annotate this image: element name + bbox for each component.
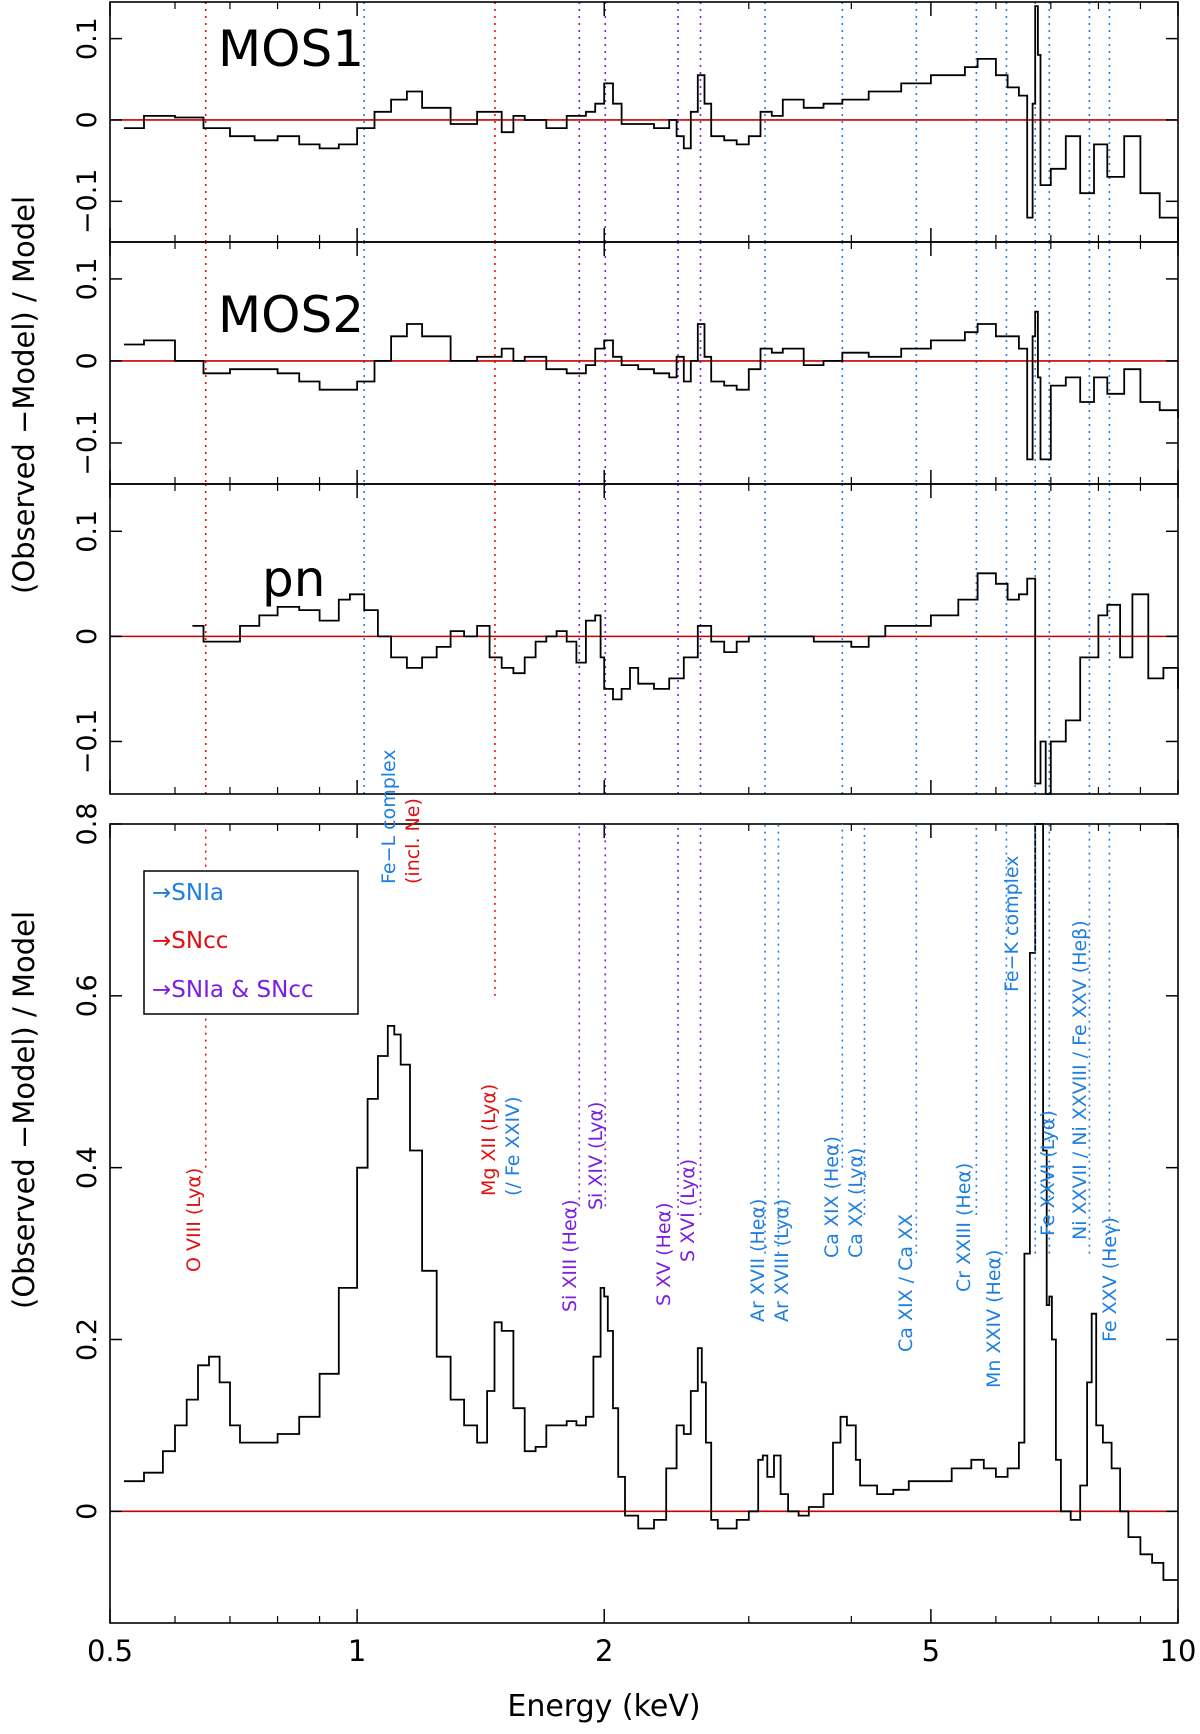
y-tick-label: 0.8 bbox=[72, 803, 103, 846]
y-tick-label: −0.1 bbox=[72, 169, 103, 235]
y-axis-label-bottom: (Observed −Model) / Model bbox=[7, 911, 41, 1309]
line-label: Ar XVIII (Lyα) bbox=[771, 1199, 793, 1322]
line-label: Ca XIX / Ca XX bbox=[895, 1214, 917, 1352]
data-series bbox=[124, 823, 1178, 1581]
line-label: S XV (Heα) bbox=[653, 1203, 675, 1306]
y-tick-label: −0.1 bbox=[72, 709, 103, 775]
y-tick-label: 0.1 bbox=[72, 17, 103, 60]
x-tick-label: 10 bbox=[1160, 1634, 1197, 1668]
line-label: S XVI (Lyα) bbox=[677, 1159, 699, 1262]
y-tick-label: 0.6 bbox=[72, 974, 103, 1017]
line-label: Cr XXIII (Heα) bbox=[953, 1163, 975, 1292]
panel-mos2: 0.1 0 −0.1 bbox=[72, 241, 1179, 485]
line-label: Ca XIX (Heα) bbox=[821, 1136, 843, 1258]
panel-combined: 0.8 0.6 0.4 0.2 0 O VIII (Lyα) Fe−L complex (in… bbox=[72, 749, 1179, 1624]
line-label: Fe XXVI (Lyα) bbox=[1037, 1110, 1059, 1236]
y-tick-label: 0.1 bbox=[72, 510, 103, 553]
y-tick-label: 0 bbox=[72, 628, 103, 645]
x-tick-label: 2 bbox=[595, 1634, 613, 1668]
legend-entry-both: →SNIa & SNcc bbox=[152, 977, 314, 1003]
line-label: Mg XII (Lyα) bbox=[478, 1084, 500, 1196]
panel-pn: 0.1 0 −0.1 bbox=[72, 483, 1179, 795]
x-tick-label: 5 bbox=[922, 1634, 940, 1668]
panel-title-mos2: MOS2 bbox=[218, 286, 364, 344]
legend-entry-snia: →SNIa bbox=[152, 880, 224, 906]
panel-title-pn-text: pn bbox=[262, 550, 325, 608]
line-label: Ni XXVII / Ni XXVIII / Fe XXV (Heβ) bbox=[1069, 920, 1091, 1240]
axes-frame bbox=[109, 483, 1179, 795]
x-tick-label: 0.5 bbox=[87, 1634, 133, 1668]
line-label: Si XIV (Lyα) bbox=[585, 1102, 607, 1210]
panel-title-mos1-text: MOS1 bbox=[218, 20, 364, 78]
line-label: Fe−L complex bbox=[378, 749, 400, 884]
panel-mos1: 0.1 0 −0.1 bbox=[72, 1, 1179, 243]
line-label: (/ Fe XXIV) bbox=[502, 1096, 524, 1196]
line-label: (incl. Ne) bbox=[402, 798, 424, 884]
data-series bbox=[124, 5, 1179, 242]
y-tick-label: 0 bbox=[72, 352, 103, 369]
line-label: Mn XXIV (Heα) bbox=[983, 1250, 1005, 1388]
axes-frame bbox=[109, 823, 1179, 1624]
data-series bbox=[192, 572, 1179, 795]
legend-box bbox=[143, 870, 359, 1015]
x-axis-label: Energy (keV) bbox=[507, 1689, 700, 1724]
line-label: Fe XXV (Heγ) bbox=[1099, 1217, 1121, 1342]
y-tick-label: 0 bbox=[72, 1503, 103, 1520]
y-tick-label: 0.1 bbox=[72, 257, 103, 300]
data-series bbox=[124, 310, 1179, 461]
legend: →SNIa →SNcc →SNIa & SNcc bbox=[143, 870, 359, 1015]
line-label: Ca XX (Lyα) bbox=[845, 1148, 867, 1258]
x-tick-label: 1 bbox=[348, 1634, 366, 1668]
panel-title-mos2-text: MOS2 bbox=[218, 286, 364, 344]
legend-entry-sncc: →SNcc bbox=[152, 928, 228, 954]
line-label: Si XIII (Heα) bbox=[559, 1199, 581, 1312]
panel-title-pn: pn bbox=[262, 550, 325, 608]
y-tick-label: −0.1 bbox=[72, 410, 103, 476]
panel-title-mos1: MOS1 bbox=[218, 20, 364, 78]
y-tick-label: 0.4 bbox=[72, 1146, 103, 1189]
y-tick-label: 0 bbox=[72, 111, 103, 128]
line-label: Fe−K complex bbox=[1001, 855, 1023, 992]
line-label: O VIII (Lyα) bbox=[183, 1168, 205, 1272]
y-axis-label-top: (Observed −Model) / Model bbox=[7, 196, 41, 594]
line-label: Ar XVII (Heα) bbox=[747, 1199, 769, 1322]
y-tick-label: 0.2 bbox=[72, 1318, 103, 1361]
